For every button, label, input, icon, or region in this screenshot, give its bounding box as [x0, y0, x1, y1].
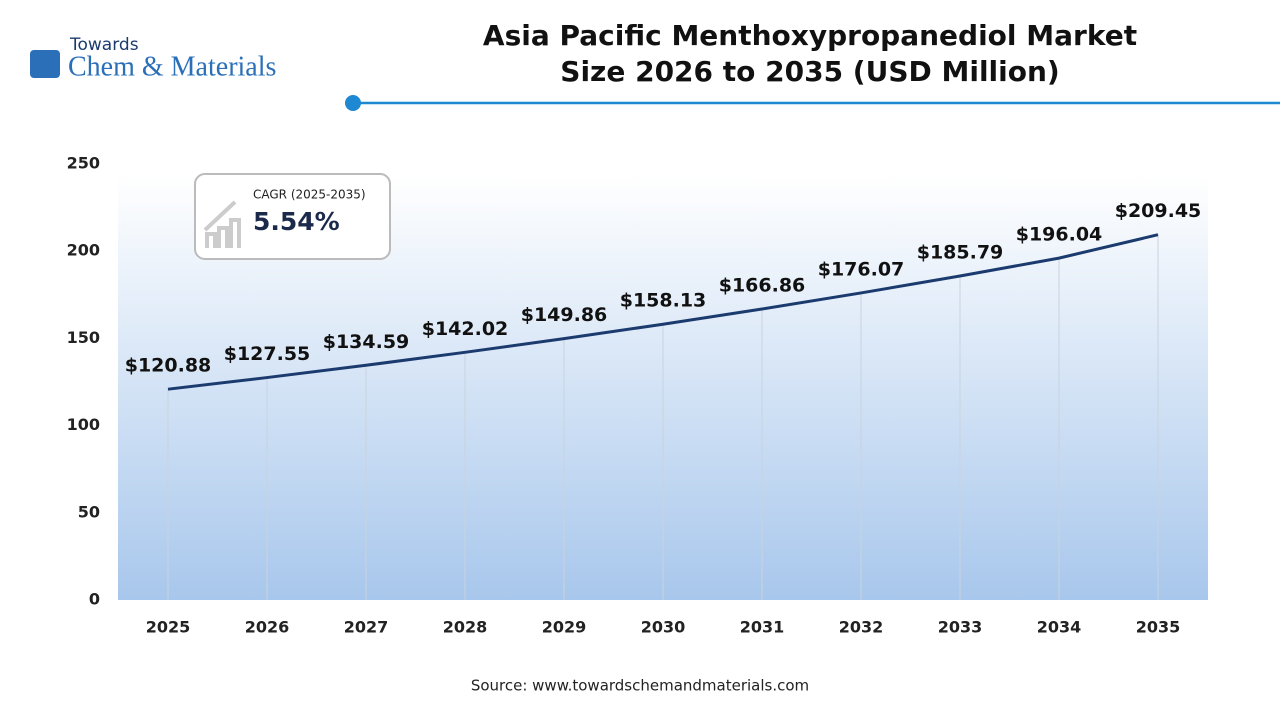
cagr-label: CAGR (2025-2035): [253, 188, 366, 202]
y-tick-label: 0: [89, 590, 100, 609]
x-tick-label: 2030: [641, 618, 686, 637]
x-tick-label: 2031: [740, 618, 785, 637]
x-tick-label: 2027: [344, 618, 389, 637]
value-label: $176.07: [818, 258, 905, 280]
title-dot: [345, 95, 361, 111]
y-tick-label: 150: [67, 328, 100, 347]
value-label: $166.86: [719, 274, 806, 296]
source: Source: www.towardschemandmaterials.com: [471, 677, 809, 695]
y-tick-label: 50: [78, 502, 100, 521]
y-tick-label: 100: [67, 415, 100, 434]
cagr-icon: [203, 200, 241, 248]
cagr-frame: [194, 173, 391, 260]
y-tick-label: 250: [67, 154, 100, 173]
x-tick-label: 2025: [146, 618, 191, 637]
value-label: $158.13: [620, 290, 707, 312]
value-label: $185.79: [917, 241, 1004, 263]
logo: Towards Chem & Materials: [30, 35, 276, 82]
cagr-value: 5.54%: [253, 207, 340, 236]
x-tick-label: 2035: [1136, 618, 1181, 637]
value-label: $134.59: [323, 331, 410, 353]
value-label: $209.45: [1115, 200, 1202, 222]
value-label: $127.55: [224, 343, 311, 365]
value-label: $149.86: [521, 304, 608, 326]
logo-icon: [30, 50, 60, 78]
chart-title: Asia Pacific Menthoxypropanediol Market: [483, 19, 1137, 52]
cagr-box: CAGR (2025-2035) 5.54%: [194, 173, 391, 260]
logo-large: Chem & Materials: [68, 51, 276, 82]
value-label: $142.02: [422, 318, 509, 340]
x-tick-label: 2028: [443, 618, 488, 637]
x-tick-label: 2029: [542, 618, 587, 637]
value-label: $120.88: [125, 355, 212, 377]
line: [167, 233, 1159, 391]
logo-small: Towards: [69, 35, 139, 55]
x-tick-label: 2033: [938, 618, 983, 637]
x-tick-label: 2026: [245, 618, 290, 637]
x-tick-label: 2034: [1037, 618, 1082, 637]
value-label: $196.04: [1016, 224, 1103, 246]
chart-title: Size 2026 to 2035 (USD Million): [560, 55, 1059, 88]
y-tick-label: 200: [67, 241, 100, 260]
x-tick-label: 2032: [839, 618, 884, 637]
